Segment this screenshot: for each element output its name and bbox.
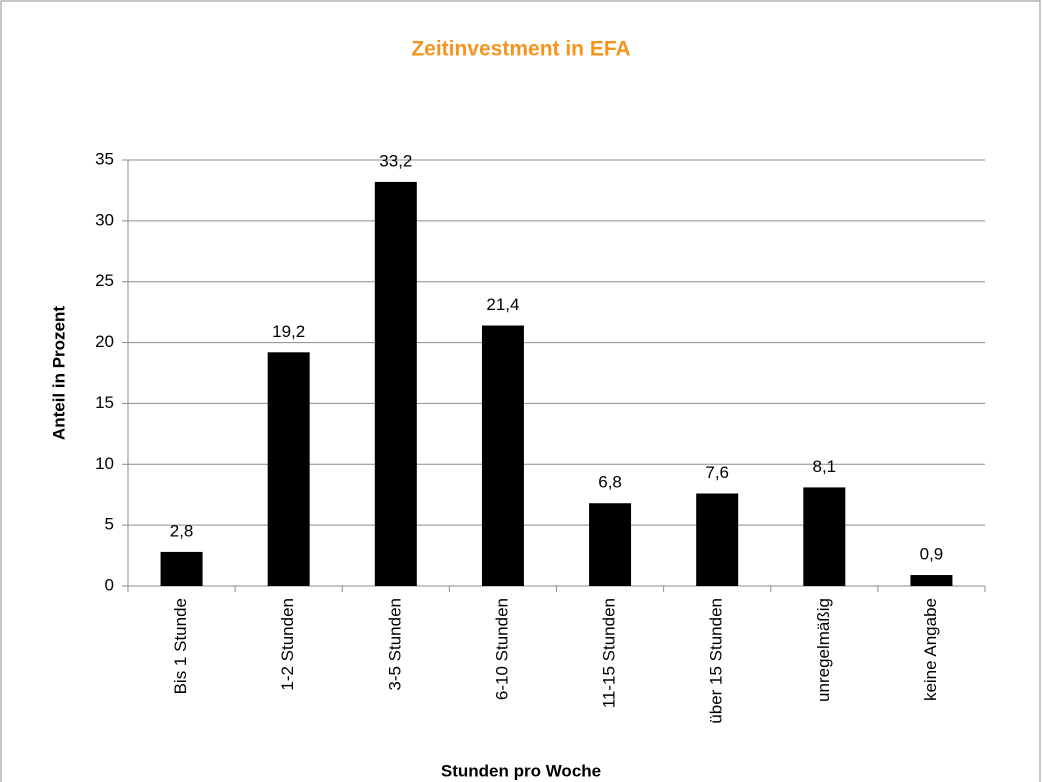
y-tick-label: 10 xyxy=(95,454,114,473)
bar xyxy=(696,493,739,586)
bar xyxy=(374,181,417,586)
y-axis-title: Anteil in Prozent xyxy=(49,306,68,440)
y-tick-label: 20 xyxy=(95,332,114,351)
value-label: 8,1 xyxy=(812,457,836,476)
bar xyxy=(589,503,632,586)
y-tick-label: 30 xyxy=(95,210,114,229)
x-tick-label: 3-5 Stunden xyxy=(385,598,404,691)
bar xyxy=(160,551,203,586)
bar xyxy=(267,352,310,586)
x-tick-label: 6-10 Stunden xyxy=(492,598,511,700)
x-tick-label: Bis 1 Stunde xyxy=(171,598,190,694)
y-tick-label: 15 xyxy=(95,393,114,412)
y-tick-label: 25 xyxy=(95,271,114,290)
x-axis-title: Stunden pro Woche xyxy=(441,761,601,780)
value-label: 21,4 xyxy=(486,295,519,314)
y-tick-label: 35 xyxy=(95,149,114,168)
value-label: 0,9 xyxy=(920,545,944,564)
x-tick-label: über 15 Stunden xyxy=(707,598,726,724)
chart-title: Zeitinvestment in EFA xyxy=(411,38,630,61)
x-tick-label: 1-2 Stunden xyxy=(278,598,297,691)
value-label: 33,2 xyxy=(379,151,412,170)
value-label: 19,2 xyxy=(272,322,305,341)
value-label: 7,6 xyxy=(705,463,729,482)
x-tick-label: unregelmäßig xyxy=(814,598,833,702)
x-tick-label: 11-15 Stunden xyxy=(600,598,619,708)
value-label: 2,8 xyxy=(170,521,194,540)
bar xyxy=(910,575,953,586)
y-tick-label: 5 xyxy=(105,515,114,534)
bar xyxy=(803,487,846,586)
value-label: 6,8 xyxy=(598,473,622,492)
x-tick-label: keine Angabe xyxy=(921,598,940,701)
bar xyxy=(481,325,524,586)
y-tick-label: 0 xyxy=(105,575,114,594)
